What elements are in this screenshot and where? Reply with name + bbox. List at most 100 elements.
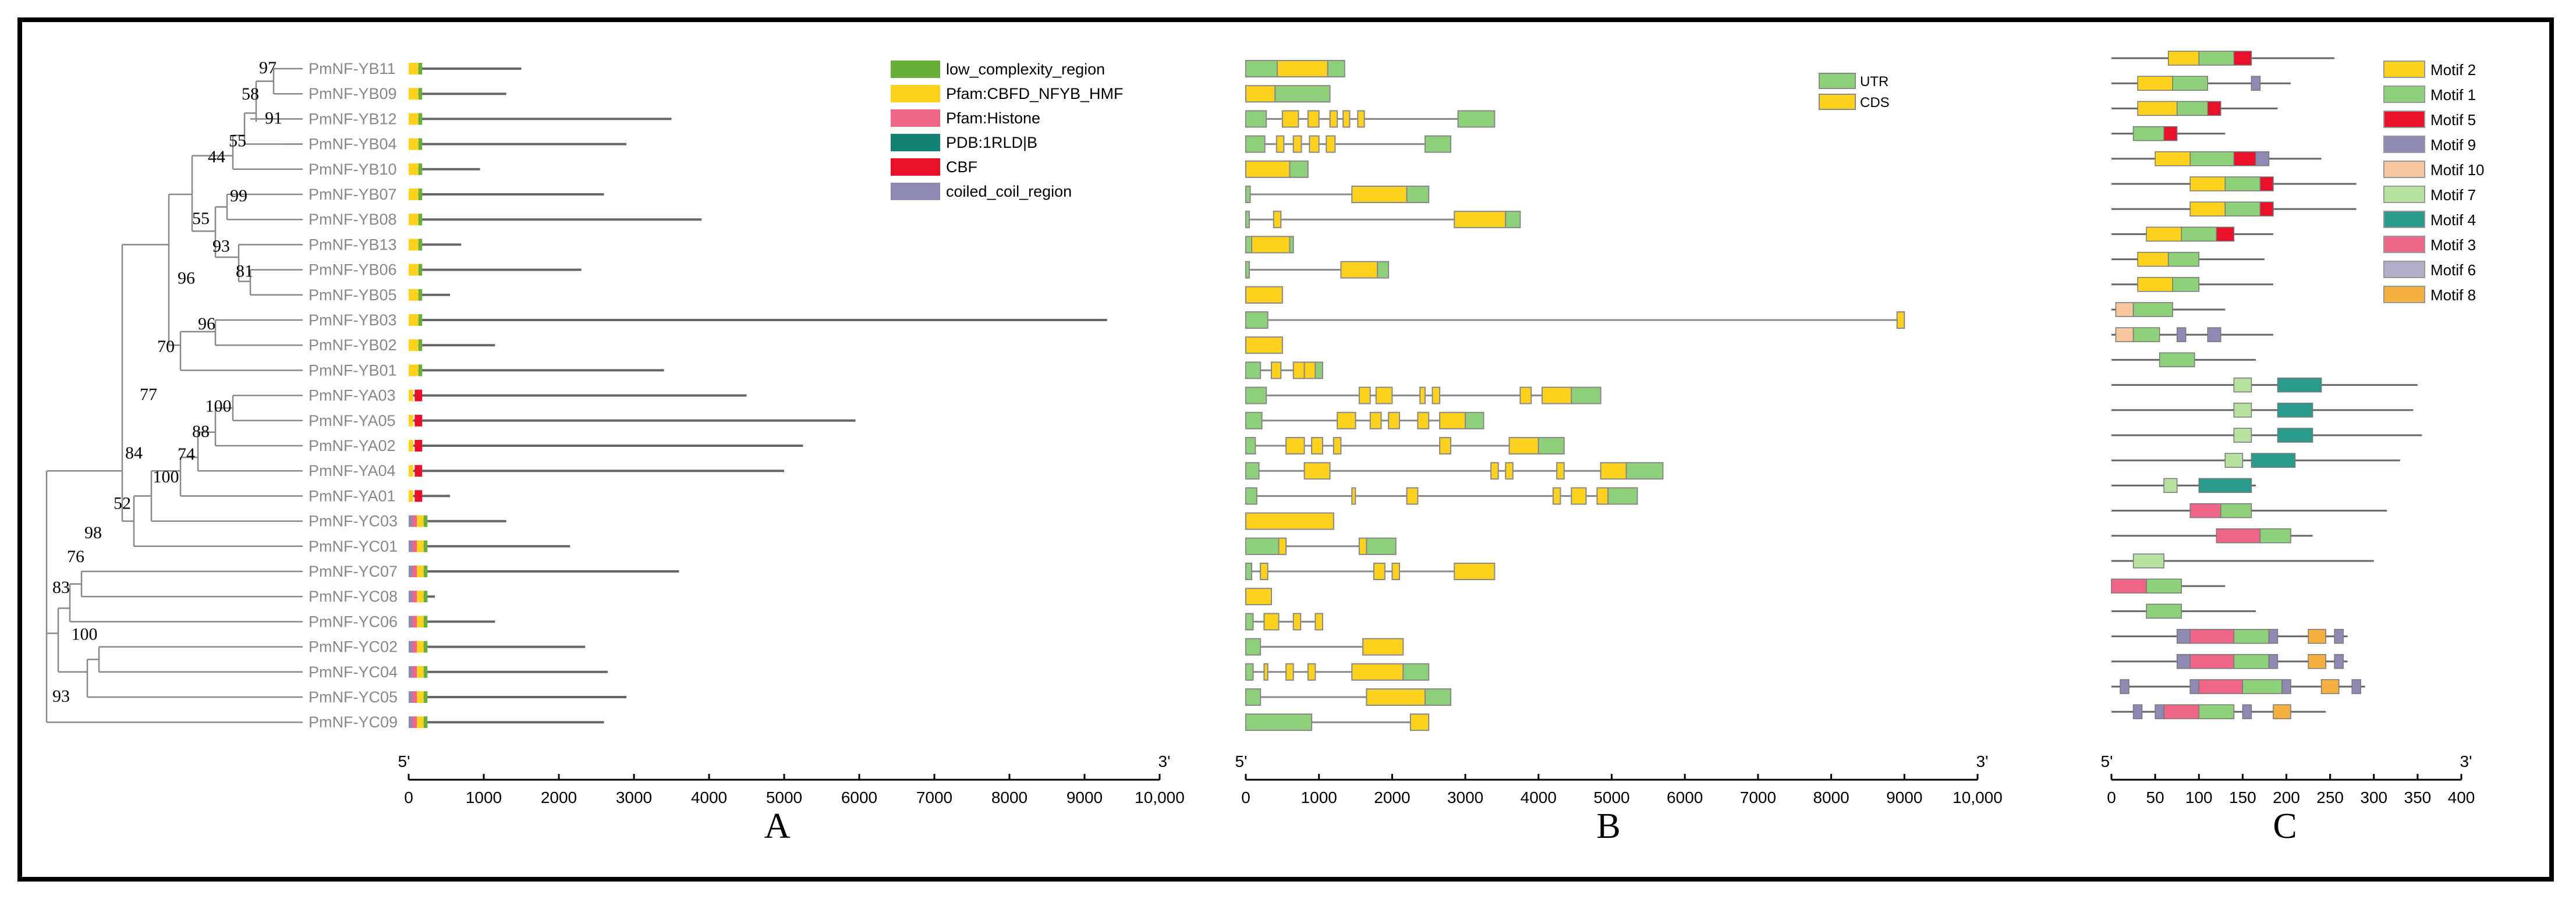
exon-block <box>1303 361 1316 379</box>
axis-c-start-label: 5' <box>2101 752 2113 770</box>
domain-block <box>409 440 413 452</box>
bootstrap-value: 98 <box>84 523 102 542</box>
exon-block <box>1431 386 1441 404</box>
legend-c-label: Motif 9 <box>2430 136 2476 154</box>
legend-a-label: coiled_coil_region <box>946 183 1072 200</box>
exon-block <box>1542 386 1572 404</box>
gene-label: PmNF-YB05 <box>309 286 397 304</box>
exon-block <box>1307 663 1316 681</box>
exon-block <box>1245 487 1257 505</box>
axis-b-tick-label: 5000 <box>1593 788 1629 806</box>
motif-block <box>2137 101 2178 116</box>
domain-block <box>409 716 413 729</box>
motif-block <box>2334 654 2344 669</box>
domain-block <box>414 490 423 502</box>
legend-c-label: Motif 4 <box>2430 211 2476 229</box>
motif-block <box>2277 428 2313 443</box>
motif-block <box>2189 151 2235 166</box>
legend-a-swatch <box>891 61 940 78</box>
domain-block <box>409 691 413 703</box>
exon-block <box>1245 638 1262 656</box>
exon-block <box>1519 386 1532 404</box>
gene-label: PmNF-YB03 <box>309 311 397 329</box>
exon-block <box>1245 613 1254 631</box>
legend-a-label: Pfam:Histone <box>946 109 1040 127</box>
motif-block <box>2233 377 2252 393</box>
gene-label: PmNF-YB02 <box>309 336 397 354</box>
bootstrap-value: 83 <box>52 578 70 597</box>
bootstrap-value: 93 <box>52 687 70 706</box>
domain-block <box>412 566 417 577</box>
domain-block <box>418 239 423 251</box>
axis-a-tick-label: 10,000 <box>1135 788 1185 806</box>
motif-block <box>2224 201 2261 216</box>
domain-block <box>409 666 413 678</box>
motif-block <box>2189 201 2226 216</box>
axis-b-tick-label: 10,000 <box>1953 788 2003 806</box>
exon-block <box>1245 713 1313 731</box>
bootstrap-value: 70 <box>157 337 175 356</box>
motif-block <box>2155 151 2191 166</box>
exon-block <box>1406 487 1419 505</box>
motif-block <box>2120 679 2129 694</box>
axis-a-tick-label: 8000 <box>991 788 1027 806</box>
motif-block <box>2268 628 2279 644</box>
exon-block <box>1263 613 1280 631</box>
motif-block <box>2277 377 2322 393</box>
exon-block <box>1556 462 1565 480</box>
motif-block <box>2132 553 2164 568</box>
exon-block <box>1465 411 1484 429</box>
domain-block <box>414 389 423 401</box>
domain-block <box>409 465 413 477</box>
exon-block <box>1552 487 1561 505</box>
axis-b-tick-label: 3000 <box>1447 788 1483 806</box>
exon-block <box>1326 135 1336 153</box>
exon-block <box>1292 613 1302 631</box>
exon-block <box>1351 186 1408 203</box>
exon-block <box>1245 411 1263 429</box>
axis-c-tick-label: 100 <box>2185 788 2213 806</box>
exon-block <box>1508 437 1539 454</box>
exon-block <box>1357 110 1365 128</box>
bootstrap-value: 96 <box>198 314 215 333</box>
exon-block <box>1424 135 1451 153</box>
domain-block <box>414 465 423 477</box>
exon-block <box>1245 361 1262 379</box>
domain-block <box>409 63 419 74</box>
domain-block <box>409 641 413 653</box>
legend-a-swatch <box>891 158 940 176</box>
domain-block <box>423 641 428 653</box>
domain-block <box>417 691 424 703</box>
panel-label-c: C <box>2273 806 2297 846</box>
exon-block <box>1505 462 1514 480</box>
legend-c-label: Motif 6 <box>2430 261 2476 279</box>
exon-block <box>1362 638 1404 656</box>
motif-block <box>2172 76 2209 91</box>
exon-block <box>1391 563 1400 580</box>
motif-block <box>2167 251 2200 267</box>
motif-block <box>2167 51 2200 66</box>
exon-block <box>1245 462 1260 480</box>
exon-block <box>1314 613 1323 631</box>
bootstrap-value: 84 <box>125 443 143 463</box>
exon-block <box>1245 386 1267 404</box>
exon-block <box>1303 462 1331 480</box>
gene-label: PmNF-YC08 <box>309 588 398 605</box>
gene-label: PmNF-YC09 <box>309 713 398 731</box>
exon-block <box>1358 537 1367 555</box>
exon-block <box>1457 110 1496 128</box>
exon-block <box>1439 411 1466 429</box>
exon-block <box>1625 462 1664 480</box>
legend-c-label: Motif 2 <box>2430 61 2476 79</box>
axis-b-tick-label: 1000 <box>1301 788 1337 806</box>
bootstrap-value: 88 <box>192 422 210 441</box>
gene-label: PmNF-YB07 <box>309 186 397 203</box>
domain-block <box>412 666 417 678</box>
domain-block <box>418 113 423 125</box>
domain-block <box>423 716 428 729</box>
legend-c-label: Motif 8 <box>2430 286 2476 304</box>
motif-block <box>2259 201 2274 216</box>
legend-c-label: Motif 1 <box>2430 86 2476 104</box>
exon-block <box>1245 336 1283 354</box>
